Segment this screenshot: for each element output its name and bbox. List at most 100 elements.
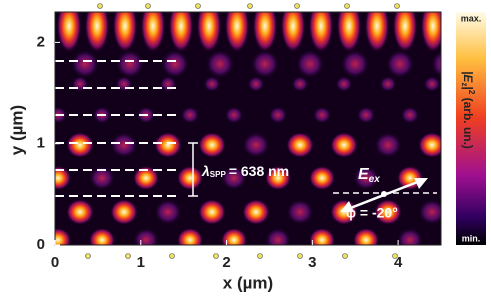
source-dot [97,3,103,9]
field-spot [374,132,402,158]
field-spot [485,166,491,190]
field-spot [197,12,221,52]
cb-part: |E [461,71,475,83]
field-spot [379,76,397,92]
colorbar-label: |Ez|2 (arb. un.) [460,71,476,149]
source-dot [145,3,151,9]
field-spot [341,50,369,78]
field-spot [365,12,389,52]
field-spot [286,199,314,225]
x-tick-label: 0 [51,254,59,271]
source-dot [392,253,398,259]
field-spot [66,199,94,225]
field-spot [485,228,491,252]
source-dot [247,3,253,9]
field-spot [225,106,243,124]
field-spot [296,50,324,78]
colorbar-max: max. [461,13,482,23]
source-dot [257,253,263,259]
source-dot [342,253,348,259]
field-spot [110,199,138,225]
arrow-head [414,178,428,189]
field-spot [253,12,277,52]
field-spot [225,12,249,52]
field-spot [431,50,441,78]
x-tick-label: 4 [394,254,403,271]
field-spot [141,12,165,52]
symbol: λ [201,163,210,179]
colorbar [456,12,486,245]
field-spot [291,76,309,92]
field-spot [159,76,177,92]
x-tick-label: 1 [137,254,145,271]
field-spot [55,228,71,245]
wavelength-label: λSPP = 638 nm [201,163,289,179]
field-spot [71,76,89,92]
axes: 0 1 2 3 4 0 1 2 [37,11,442,271]
field-spot [181,106,199,124]
field-spot [423,76,441,92]
source-dot [169,253,175,259]
source-dot [85,253,91,259]
field-spot [177,166,203,190]
field-spot [221,166,247,190]
field-spot [177,228,203,245]
field-spot [71,50,99,78]
field-spot [357,106,375,124]
field-spot [198,199,226,225]
y-tick-label: 1 [37,135,45,152]
field-spot [397,166,423,190]
field-spot [265,228,291,245]
angle-label: φ = -20° [346,205,398,221]
field-spot [335,76,353,92]
field-spot [26,50,54,78]
field-spot [154,199,182,225]
y-axis-label: y (µm) [7,105,26,155]
heatmap [26,12,491,252]
annotations: λSPP = 638 nm Eex φ = -20° [188,142,437,221]
field-spot [397,228,423,245]
field-spot [154,132,182,158]
field-spot [89,166,115,190]
x-axis-label: x (µm) [223,273,273,292]
field-spot [85,12,109,52]
field-spot [313,106,331,124]
field-spot [374,199,402,225]
field-spot [309,228,335,245]
colorbar-min: min. [462,233,481,243]
field-spot [55,166,71,190]
field-spot [247,76,265,92]
field-label: Eex [358,166,380,184]
pivot [381,191,387,197]
field-spot [281,12,305,52]
field-spot [393,12,417,52]
field-spot [251,50,279,78]
y-tick-label: 0 [37,236,45,253]
field-spot [115,76,133,92]
field-spot [203,76,221,92]
x-tick-label: 3 [308,254,316,271]
subscript: ex [369,174,381,185]
source-dot [125,253,131,259]
arrow-head [340,201,354,212]
field-spot [309,166,335,190]
field-spot [421,12,441,52]
cb-part: z [460,82,469,86]
field-spot [221,228,247,245]
field-spot [286,132,314,158]
field-spot [198,132,226,158]
source-dot [394,3,400,9]
source-dot [344,3,350,9]
field-spot [133,228,159,245]
field-spot [133,166,159,190]
field-spot [401,106,419,124]
field-spot [353,228,379,245]
field-spot [110,132,138,158]
plot-frame [54,11,442,246]
field-spot [242,132,270,158]
field-spot [386,50,414,78]
field-spot [206,50,234,78]
field-spot [113,12,137,52]
field-spot [169,12,193,52]
